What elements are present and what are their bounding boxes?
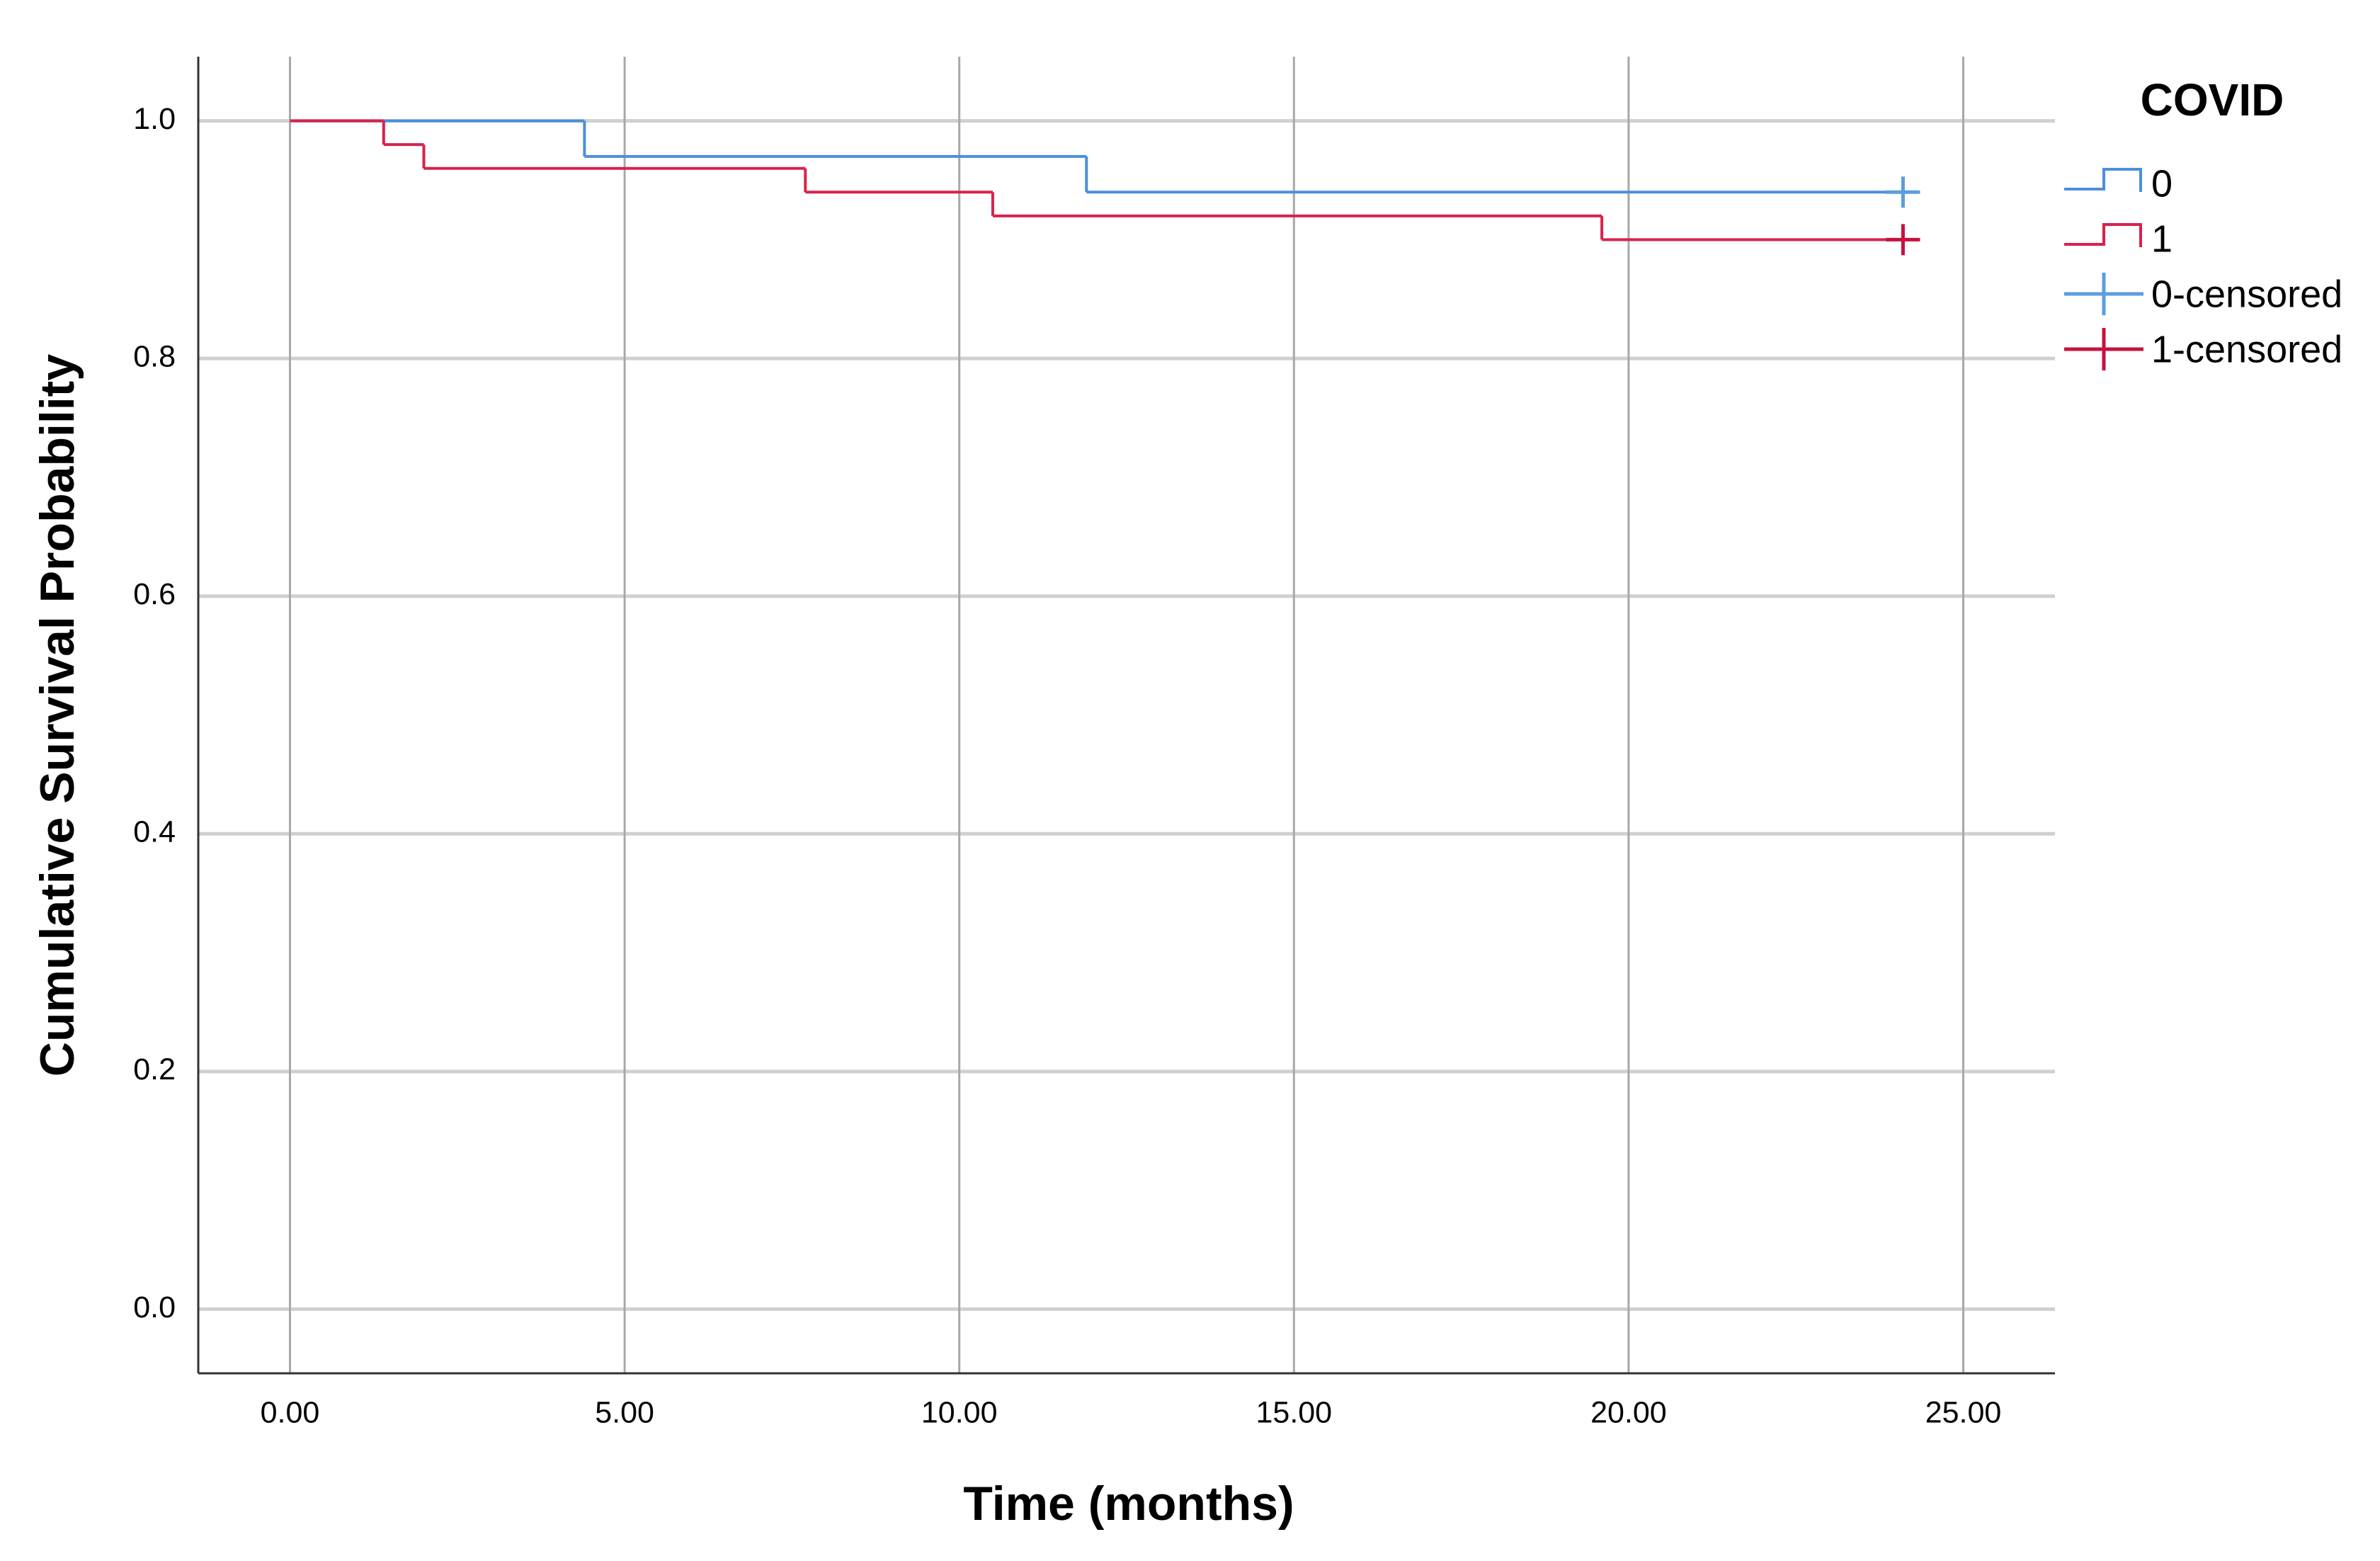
- censor-mark: [1886, 224, 1920, 256]
- legend-title: COVID: [2141, 74, 2284, 125]
- legend-label: 0: [2151, 162, 2173, 205]
- x-tick-label: 20.00: [1590, 1395, 1667, 1429]
- legend-label: 0-censored: [2151, 273, 2342, 315]
- legend-label: 1: [2151, 217, 2173, 260]
- x-tick-label: 5.00: [595, 1395, 654, 1429]
- legend-swatch: [2064, 273, 2143, 315]
- legend-label: 1-censored: [2151, 328, 2342, 370]
- y-tick-label: 0.0: [133, 1290, 176, 1324]
- x-tick-label: 0.00: [261, 1395, 320, 1429]
- legend-swatch: [2064, 223, 2142, 247]
- y-tick-label: 0.4: [133, 815, 176, 849]
- y-tick-label: 1.0: [133, 102, 176, 136]
- x-tick-label: 15.00: [1256, 1395, 1332, 1429]
- y-tick-label: 0.8: [133, 340, 176, 374]
- censor-mark: [1886, 176, 1920, 208]
- y-tick-label: 0.6: [133, 577, 176, 611]
- x-tick-label: 25.00: [1925, 1395, 2002, 1429]
- y-tick-label: 0.2: [133, 1052, 176, 1086]
- x-tick-label: 10.00: [921, 1395, 998, 1429]
- y-axis-title: Cumulative Survival Probability: [30, 354, 84, 1077]
- legend-swatch: [2064, 328, 2143, 370]
- legend-swatch: [2064, 168, 2142, 192]
- x-axis-title: Time (months): [963, 1477, 1294, 1531]
